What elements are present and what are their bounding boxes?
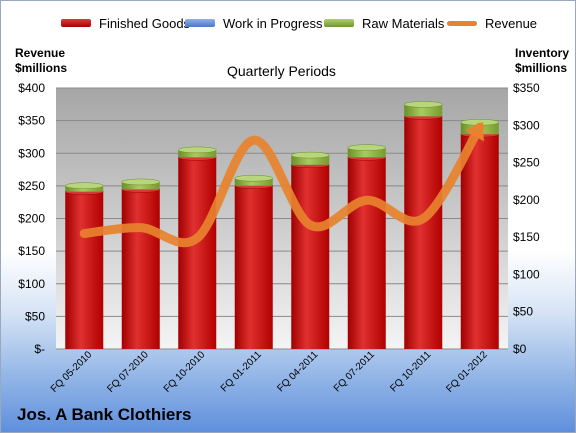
left-axis-tick-label: $50 (25, 309, 45, 323)
chart-subtitle: Quarterly Periods (227, 63, 336, 79)
bar-raw-materials-top (178, 146, 217, 154)
right-axis-tick-label: $50 (513, 305, 533, 319)
x-axis-tick-label: FQ 04-2011 (275, 349, 320, 394)
legend-swatch-revenue (447, 20, 477, 26)
right-axis-title-line2: $millions (515, 61, 568, 75)
bar-finished-goods (65, 191, 104, 349)
legend-item-work-in-progress: Work in Progress (185, 13, 322, 33)
bar-finished-goods (460, 134, 499, 349)
right-axis-tick-label: $200 (513, 193, 540, 207)
x-axis-tick-label: FQ 07-2011 (332, 349, 377, 394)
legend-label-revenue: Revenue (485, 15, 538, 31)
bars (65, 101, 499, 349)
legend-swatch-finished-goods (61, 19, 91, 27)
right-axis-ticks: $0 $50 $100 $150 $200 $250 $300 $350 (513, 81, 540, 356)
bar-raw-materials (121, 181, 160, 190)
left-axis-title-line1: Revenue (15, 46, 66, 60)
x-axis-tick-label: FQ 01-2012 (444, 349, 490, 395)
bar-raw-materials-top (65, 182, 104, 189)
legend-swatch-work-in-progress (185, 19, 215, 27)
left-axis-tick-label: $300 (18, 146, 45, 160)
left-axis-tick-label: $- (34, 342, 45, 356)
bar-raw-materials (347, 147, 386, 158)
left-axis-tick-label: $250 (18, 179, 45, 193)
bar-finished-goods (291, 164, 330, 349)
legend-label-work-in-progress: Work in Progress (223, 15, 323, 31)
x-axis-tick-label: FQ 05-2010 (49, 349, 95, 395)
right-axis-tick-label: $350 (513, 81, 540, 95)
x-axis-tick-label: FQ 07-2010 (105, 349, 151, 395)
bar-raw-materials (291, 155, 330, 165)
bar-finished-goods (404, 116, 443, 349)
left-axis-ticks: $- $50 $100 $150 $200 $250 $300 $350 $400 (18, 81, 45, 356)
left-axis-tick-label: $350 (18, 114, 45, 128)
left-axis-tick-label: $200 (18, 212, 45, 226)
right-axis-title-line1: Inventory (515, 46, 570, 60)
bar-raw-materials (234, 178, 273, 186)
bar-finished-goods (347, 157, 386, 349)
legend-label-raw-materials: Raw Materials (362, 15, 445, 31)
left-axis-title: Revenue $millions (15, 46, 67, 76)
legend-swatch-raw-materials (324, 19, 354, 27)
legend-item-revenue: Revenue (447, 13, 537, 33)
left-axis-tick-label: $150 (18, 244, 45, 258)
bar-finished-goods (234, 185, 273, 349)
legend-item-finished-goods: Finished Goods (61, 13, 190, 33)
bar-raw-materials-top (404, 101, 443, 108)
left-axis-title-line2: $millions (15, 61, 68, 75)
legend-item-raw-materials: Raw Materials (324, 13, 444, 33)
bar-raw-materials (178, 149, 217, 158)
bar-raw-materials-top (234, 174, 273, 182)
legend: Finished Goods Work in Progress Raw Mate… (1, 13, 575, 33)
bar-finished-goods (121, 189, 160, 349)
right-axis-title: Inventory $millions (515, 46, 569, 76)
bar-raw-materials (404, 104, 443, 117)
left-axis-tick-label: $400 (18, 81, 45, 95)
chart-title: Jos. A Bank Clothiers (17, 405, 192, 424)
legend-label-finished-goods: Finished Goods (99, 15, 191, 31)
bar-raw-materials-top (347, 144, 386, 151)
revenue-line-group (79, 122, 485, 248)
bar-raw-materials-top (291, 151, 330, 159)
x-axis-ticks: FQ 05-2010 FQ 07-2010 FQ 10-2010 FQ 01-2011… (49, 349, 490, 395)
bar-raw-materials-top (121, 178, 160, 186)
x-axis-tick-label: FQ 10-2010 (162, 349, 208, 395)
x-axis-tick-label: FQ 10-2011 (388, 349, 433, 394)
right-axis-tick-label: $150 (513, 230, 540, 244)
left-axis-tick-label: $100 (18, 277, 45, 291)
revenue-arrowhead (465, 122, 484, 142)
right-axis-tick-label: $250 (513, 156, 540, 170)
x-axis-tick-label: FQ 01-2011 (219, 349, 264, 394)
right-axis-tick-label: $100 (513, 267, 540, 281)
right-axis-tick-label: $0 (513, 342, 527, 356)
revenue-line (79, 122, 485, 248)
bar-finished-goods (178, 157, 217, 349)
right-axis-tick-label: $300 (513, 118, 540, 132)
